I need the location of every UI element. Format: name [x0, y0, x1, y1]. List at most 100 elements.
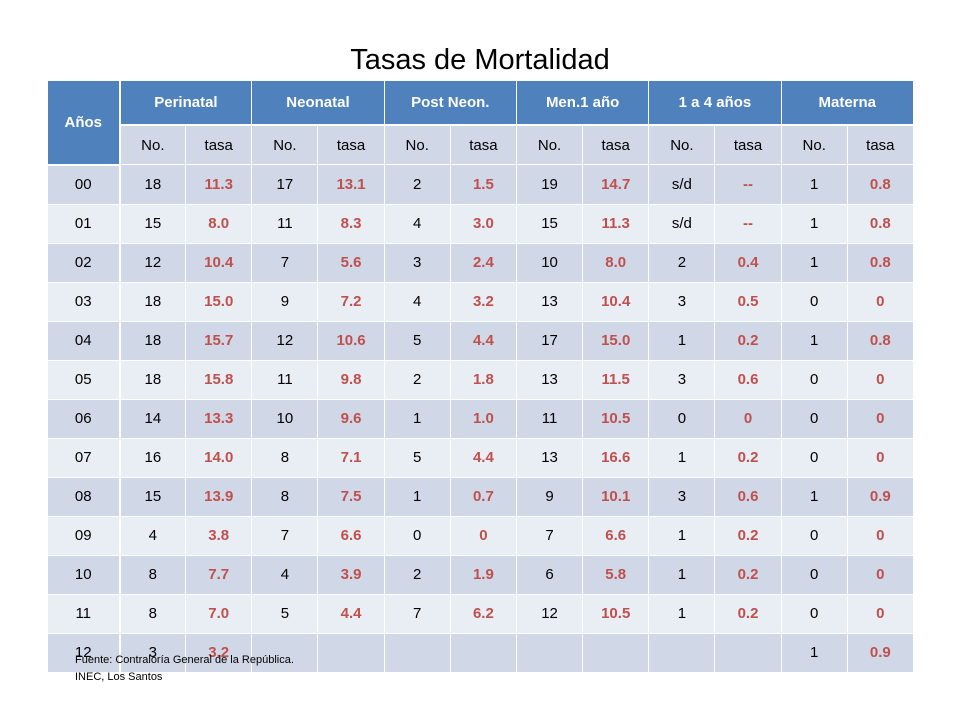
count-cell: 1	[780, 203, 848, 244]
year-cell: 12	[47, 632, 121, 673]
count-cell: 0	[383, 515, 451, 556]
rate-cell: 4.4	[449, 320, 517, 361]
count-cell: 19	[515, 164, 584, 205]
subheader-tasa: tasa	[714, 124, 782, 165]
count-cell	[251, 632, 319, 673]
rate-cell: 16.6	[582, 437, 650, 478]
rate-cell: 1.5	[449, 164, 517, 205]
count-cell: 3	[648, 359, 716, 400]
table-row: 04 18 15.7 12 10.6 5 4.4 17 15.0 1 0.2 1 0.8	[47, 320, 914, 361]
subheader-no: No.	[515, 124, 584, 165]
rate-cell: 7.1	[317, 437, 385, 478]
count-cell: 0	[780, 398, 848, 439]
year-cell: 10	[47, 554, 121, 595]
count-cell: 15	[515, 203, 584, 244]
rate-cell: 0.2	[714, 320, 782, 361]
count-cell: 18	[118, 359, 187, 400]
count-cell: 1	[383, 398, 451, 439]
years-header: Años	[47, 80, 121, 166]
count-cell: 6	[515, 554, 584, 595]
count-cell: 2	[383, 554, 451, 595]
year-cell: 11	[47, 593, 121, 634]
count-cell: s/d	[648, 164, 716, 205]
count-cell: 1	[780, 476, 848, 517]
count-cell: 15	[118, 476, 187, 517]
count-cell: 16	[118, 437, 187, 478]
table-row: 08 15 13.9 8 7.5 1 0.7 9 10.1 3 0.6 1 0.9	[47, 476, 914, 517]
year-cell: 01	[47, 203, 121, 244]
count-cell: 1	[648, 320, 716, 361]
count-cell: 18	[118, 164, 187, 205]
count-cell: 17	[251, 164, 319, 205]
rate-cell: 15.8	[185, 359, 253, 400]
rate-cell: 0	[846, 398, 914, 439]
rate-cell: 8.0	[185, 203, 253, 244]
count-cell: 3	[383, 242, 451, 283]
rate-cell: --	[714, 164, 782, 205]
rate-cell: 5.8	[582, 554, 650, 595]
group-header-post-neon: Post Neon.	[383, 80, 517, 126]
count-cell: 13	[515, 281, 584, 322]
rate-cell: 8.0	[582, 242, 650, 283]
year-cell: 00	[47, 164, 121, 205]
rate-cell: 10.4	[582, 281, 650, 322]
count-cell: 10	[515, 242, 584, 283]
rate-cell: 0	[846, 515, 914, 556]
rate-cell: 14.7	[582, 164, 650, 205]
table-row: 00 18 11.3 17 13.1 2 1.5 19 14.7 s/d -- 1 0.8	[47, 164, 914, 205]
count-cell: 1	[648, 437, 716, 478]
rate-cell: 13.9	[185, 476, 253, 517]
count-cell: 1	[780, 320, 848, 361]
subheader-tasa: tasa	[582, 124, 650, 165]
rate-cell: 1.9	[449, 554, 517, 595]
rate-cell: 0.2	[714, 554, 782, 595]
rate-cell: 4.4	[317, 593, 385, 634]
rate-cell: 8.3	[317, 203, 385, 244]
rate-cell: 0.2	[714, 515, 782, 556]
count-cell: 2	[648, 242, 716, 283]
count-cell	[648, 632, 716, 673]
rate-cell: 13.3	[185, 398, 253, 439]
count-cell: 4	[383, 203, 451, 244]
group-header-men-1-ano: Men.1 año	[515, 80, 650, 126]
rate-cell: 0	[846, 359, 914, 400]
year-cell: 07	[47, 437, 121, 478]
group-header-neonatal: Neonatal	[251, 80, 385, 126]
rate-cell: 0	[714, 398, 782, 439]
rate-cell: 0.6	[714, 476, 782, 517]
year-cell: 02	[47, 242, 121, 283]
count-cell: 5	[383, 320, 451, 361]
count-cell: 18	[118, 281, 187, 322]
rate-cell: 0.8	[846, 320, 914, 361]
count-cell: 1	[780, 242, 848, 283]
count-cell: 11	[251, 203, 319, 244]
table-row: 07 16 14.0 8 7.1 5 4.4 13 16.6 1 0.2 0 0	[47, 437, 914, 478]
count-cell: 2	[383, 359, 451, 400]
rate-cell: --	[714, 203, 782, 244]
rate-cell: 0	[846, 437, 914, 478]
rate-cell: 6.6	[317, 515, 385, 556]
rate-cell: 0.9	[846, 476, 914, 517]
count-cell: 5	[251, 593, 319, 634]
source-note: Fuente: Contraloría General de la Repúbl…	[75, 652, 294, 686]
count-cell: 2	[383, 164, 451, 205]
subheader-no: No.	[383, 124, 451, 165]
source-line-1: Fuente: Contraloría General de la Repúbl…	[75, 654, 294, 666]
subheader-no: No.	[251, 124, 319, 165]
rate-cell: 11.5	[582, 359, 650, 400]
group-header-row: Años Perinatal Neonatal Post Neon. Men.1…	[47, 80, 914, 166]
count-cell: 8	[251, 476, 319, 517]
mortality-table: Años Perinatal Neonatal Post Neon. Men.1…	[47, 80, 914, 673]
count-cell: 12	[251, 320, 319, 361]
rate-cell: 10.5	[582, 593, 650, 634]
count-cell: 11	[251, 359, 319, 400]
count-cell: 1	[780, 164, 848, 205]
count-cell: 18	[118, 320, 187, 361]
rate-cell	[449, 632, 517, 673]
rate-cell: 10.6	[317, 320, 385, 361]
rate-cell: 3.9	[317, 554, 385, 595]
table-row: 10 8 7.7 4 3.9 2 1.9 6 5.8 1 0.2 0 0	[47, 554, 914, 595]
count-cell: 9	[515, 476, 584, 517]
count-cell: 0	[780, 359, 848, 400]
rate-cell: 0	[846, 554, 914, 595]
